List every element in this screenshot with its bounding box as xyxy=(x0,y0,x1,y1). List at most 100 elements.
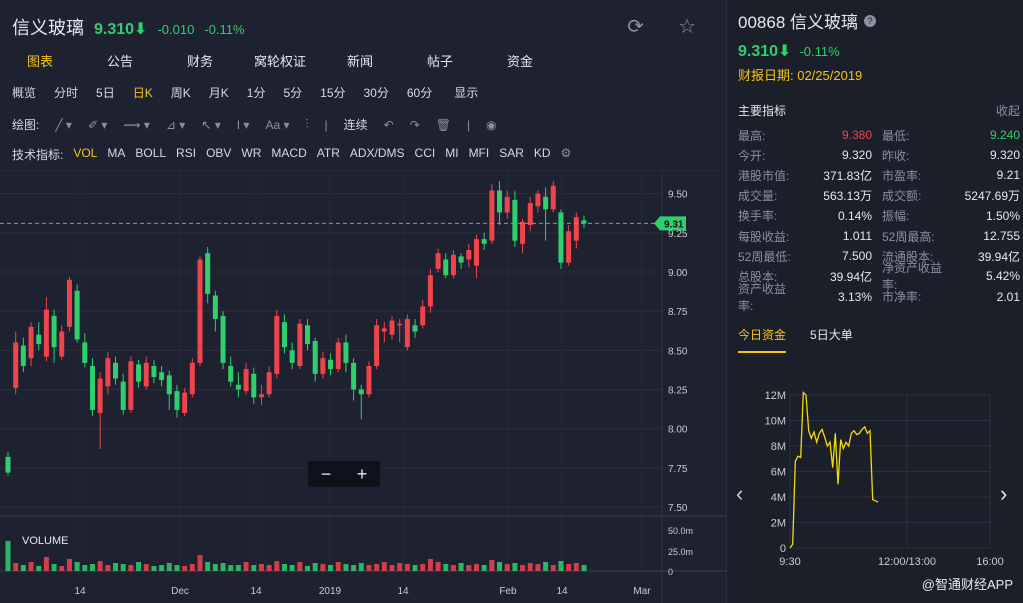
refresh-icon[interactable]: ⟳ xyxy=(627,16,645,38)
volume-bar xyxy=(566,564,572,571)
stat-label: 每股收益: xyxy=(738,229,790,244)
period-overview[interactable]: 概览 xyxy=(12,86,37,100)
font-tool-icon[interactable]: Aa ▾ xyxy=(265,117,290,132)
tab-posts[interactable]: 帖子 xyxy=(426,54,453,69)
tab-warrants[interactable]: 窝轮权证 xyxy=(253,54,306,69)
arrow-tool-icon[interactable]: ↖ ▾ xyxy=(201,117,221,132)
candle-body xyxy=(550,185,556,210)
tab-today-funds[interactable]: 今日资金 xyxy=(738,326,787,353)
stat-label: 今开: xyxy=(738,148,766,163)
report-date: 财报日期: 02/25/2019 xyxy=(738,68,863,83)
prev-arrow-icon: ‹ xyxy=(736,481,743,506)
tab-finance[interactable]: 财务 xyxy=(186,54,213,69)
pen-tool-icon[interactable]: ✐ ▾ xyxy=(87,117,108,132)
period-monthly[interactable]: 月K xyxy=(208,86,229,100)
indicator-obv[interactable]: OBV xyxy=(206,146,232,160)
volume-bar xyxy=(466,565,472,571)
stat-value: 5247.69万 xyxy=(964,189,1020,204)
trash-icon[interactable]: 🗑 xyxy=(435,117,452,132)
indicator-wr[interactable]: WR xyxy=(241,146,262,160)
eye-icon[interactable]: ◉ xyxy=(486,117,497,132)
indicator-rsi[interactable]: RSI xyxy=(176,146,197,160)
indicator-mfi[interactable]: MFI xyxy=(468,146,490,160)
period-5min[interactable]: 5分 xyxy=(283,86,303,100)
fund-y-tick: 0 xyxy=(780,543,786,555)
line-tool-icon[interactable]: ╱ ▾ xyxy=(55,117,72,132)
undo-icon[interactable]: ↶ xyxy=(383,117,394,132)
indicator-boll[interactable]: BOLL xyxy=(135,146,167,160)
text-tool-icon[interactable]: I ▾ xyxy=(236,117,250,132)
volume-bar xyxy=(512,563,518,571)
candle-body xyxy=(305,325,311,345)
volume-bar xyxy=(74,562,80,571)
star-icon[interactable]: ☆ xyxy=(678,16,696,38)
volume-bar xyxy=(266,565,272,571)
candle-body xyxy=(266,372,272,395)
volume-bar xyxy=(581,565,587,571)
period-intraday[interactable]: 分时 xyxy=(54,86,79,100)
period-30min[interactable]: 30分 xyxy=(363,86,389,100)
stat-row: 总股本: 39.94亿 净资产收益率: 5.42% xyxy=(738,261,1020,292)
volume-bar xyxy=(458,563,464,571)
y-tick-label: 9.50 xyxy=(668,190,688,201)
indicator-macd[interactable]: MACD xyxy=(271,146,307,160)
stat-row: 今开: 9.320 昨收: 9.320 xyxy=(738,145,1020,165)
candle-body xyxy=(174,391,180,410)
volume-bar xyxy=(159,565,165,571)
period-1min[interactable]: 1分 xyxy=(246,86,266,100)
indicator-sar[interactable]: SAR xyxy=(499,146,524,160)
period-daily[interactable]: 日K xyxy=(132,86,153,100)
tab-chart[interactable]: 图表 xyxy=(26,54,53,69)
collapse-button[interactable]: 收起 xyxy=(995,104,1020,118)
candle-body xyxy=(243,369,249,392)
period-60min[interactable]: 60分 xyxy=(406,86,433,100)
candle-body xyxy=(151,366,157,377)
candle-body xyxy=(20,345,26,366)
volume-bar xyxy=(51,564,57,571)
period-5day[interactable]: 5日 xyxy=(96,86,115,100)
volume-bar xyxy=(13,563,19,571)
stat-label: 振幅: xyxy=(882,209,910,224)
candle-body xyxy=(343,342,349,363)
volume-bar xyxy=(320,564,326,571)
pattern-tool-icon[interactable]: ⊿ ▾ xyxy=(165,117,186,132)
settings-gear-icon[interactable]: ⚙ xyxy=(560,146,572,160)
zoom-in-button[interactable]: + xyxy=(356,464,368,484)
volume-bar xyxy=(297,562,303,571)
candle-body xyxy=(82,342,88,363)
volume-bar xyxy=(113,563,119,571)
y-tick-label: 7.50 xyxy=(668,503,688,514)
path-tool-icon[interactable]: ⟿ ▾ xyxy=(123,117,150,132)
period-15min[interactable]: 15分 xyxy=(320,86,346,100)
help-icon[interactable]: ? xyxy=(864,14,876,27)
candlestick-chart[interactable]: 9.50 9.25 9.00 8.75 8.50 8.25 8.00 7.75 7.50 14 De… xyxy=(0,170,727,603)
period-weekly[interactable]: 周K xyxy=(170,86,191,100)
indicator-ma[interactable]: MA xyxy=(107,146,126,160)
indicator-adx[interactable]: ADX/DMS xyxy=(349,146,405,160)
stock-code-title: 00868 信义玻璃 xyxy=(738,13,858,32)
candle-body xyxy=(543,196,549,210)
tab-announcements[interactable]: 公告 xyxy=(106,54,133,69)
tab-news[interactable]: 新闻 xyxy=(346,54,373,69)
tab-5day-orders[interactable]: 5日大单 xyxy=(810,328,853,342)
volume-bar xyxy=(381,562,387,571)
measure-tool-icon[interactable]: ⫶ xyxy=(305,117,309,131)
indicator-kd[interactable]: KD xyxy=(533,146,551,160)
display-dropdown[interactable]: 显示 xyxy=(454,86,479,100)
redo-icon[interactable]: ↷ xyxy=(409,117,420,132)
fund-x-tick: 9:30 xyxy=(779,556,800,568)
y-tick-label: 9.25 xyxy=(668,229,688,240)
indicator-vol[interactable]: VOL xyxy=(73,146,98,160)
indicator-cci[interactable]: CCI xyxy=(414,146,436,160)
candle-body xyxy=(566,231,572,263)
zoom-control: − + xyxy=(308,461,380,487)
last-price-label: 9.31 xyxy=(664,219,684,230)
stats-title: 主要指标 xyxy=(738,104,787,118)
tab-funds[interactable]: 资金 xyxy=(506,54,533,69)
indicator-atr[interactable]: ATR xyxy=(316,146,340,160)
continuous-toggle[interactable]: 连续 xyxy=(343,118,368,132)
zoom-out-button[interactable]: − xyxy=(320,464,332,484)
indicator-mi[interactable]: MI xyxy=(445,146,459,160)
volume-bar xyxy=(128,565,134,571)
stat-value: 12.755 xyxy=(983,229,1020,244)
